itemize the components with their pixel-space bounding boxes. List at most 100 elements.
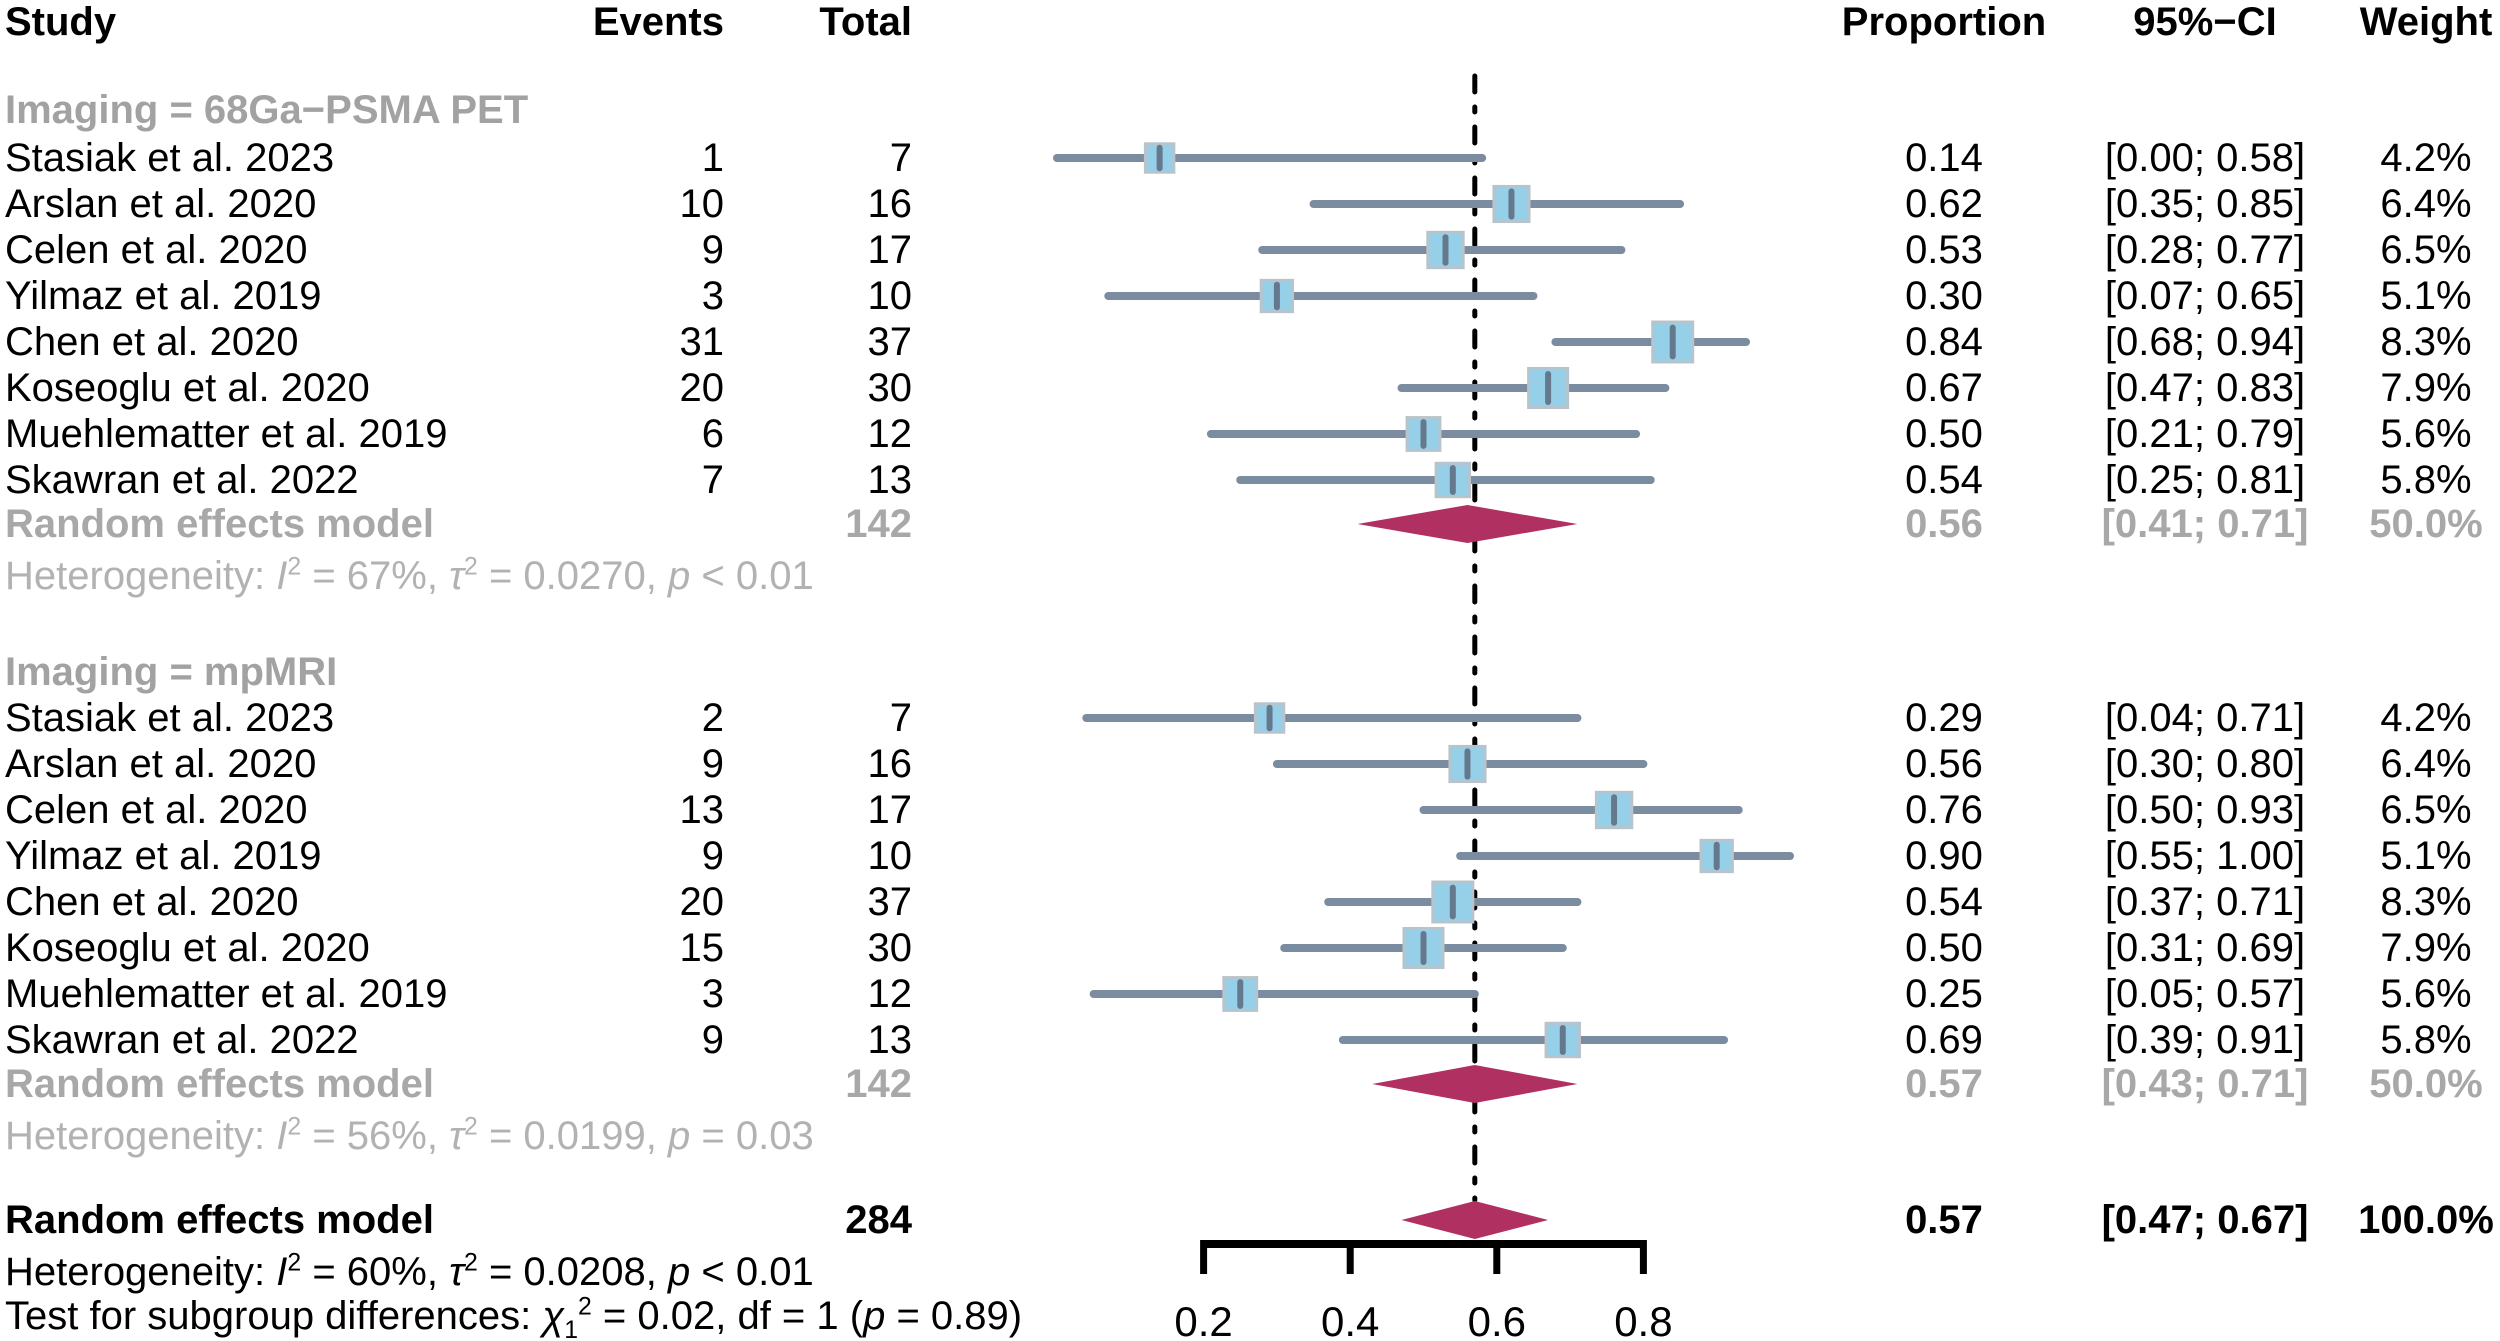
events-value: 7 <box>701 458 724 502</box>
column-header-ci: 95%−CI <box>2133 0 2277 44</box>
proportion-value: 0.90 <box>1905 834 1983 878</box>
summary-proportion: 0.56 <box>1905 502 1983 546</box>
proportion-value: 0.84 <box>1905 320 1983 364</box>
total-value: 16 <box>867 742 913 786</box>
weight-value: 5.6% <box>2380 412 2472 456</box>
column-header-weight: Weight <box>2359 0 2493 44</box>
weight-value: 5.6% <box>2380 972 2472 1016</box>
heterogeneity-note: Heterogeneity: I2 = 67%, τ2 = 0.0270, p … <box>5 553 814 598</box>
study-label: Skawran et al. 2022 <box>5 1018 359 1062</box>
proportion-value: 0.76 <box>1905 788 1983 832</box>
proportion-value: 0.50 <box>1905 926 1983 970</box>
study-label: Yilmaz et al. 2019 <box>5 274 322 318</box>
column-header-study: Study <box>5 0 117 44</box>
summary-total: 142 <box>845 1062 912 1106</box>
column-header-events: Events <box>592 0 724 44</box>
ci-value: [0.31; 0.69] <box>2104 926 2306 970</box>
proportion-value: 0.29 <box>1905 696 1983 740</box>
proportion-value: 0.50 <box>1905 412 1983 456</box>
total-value: 30 <box>867 926 913 970</box>
weight-value: 5.1% <box>2380 834 2472 878</box>
summary-total: 284 <box>845 1198 912 1242</box>
study-label: Yilmaz et al. 2019 <box>5 834 322 878</box>
events-value: 9 <box>701 834 724 878</box>
total-value: 30 <box>867 366 913 410</box>
weight-value: 4.2% <box>2380 696 2472 740</box>
heterogeneity-note: Heterogeneity: I2 = 60%, τ2 = 0.0208, p … <box>5 1249 814 1294</box>
ci-value: [0.28; 0.77] <box>2104 228 2306 272</box>
proportion-value: 0.54 <box>1905 880 1983 924</box>
weight-value: 6.5% <box>2380 228 2472 272</box>
weight-value: 7.9% <box>2380 366 2472 410</box>
summary-diamond <box>1357 505 1578 543</box>
summary-label: Random effects model <box>5 502 434 546</box>
events-value: 1 <box>701 136 724 180</box>
proportion-value: 0.30 <box>1905 274 1983 318</box>
ci-value: [0.05; 0.57] <box>2104 972 2306 1016</box>
ci-value: [0.35; 0.85] <box>2104 182 2306 226</box>
summary-label: Random effects model <box>5 1062 434 1106</box>
axis-tick-label: 0.4 <box>1320 1298 1380 1341</box>
heterogeneity-note: Heterogeneity: I2 = 56%, τ2 = 0.0199, p … <box>5 1113 814 1158</box>
ci-value: [0.39; 0.91] <box>2104 1018 2306 1062</box>
study-label: Muehlematter et al. 2019 <box>5 412 448 456</box>
study-label: Arslan et al. 2020 <box>5 182 317 226</box>
weight-value: 8.3% <box>2380 320 2472 364</box>
total-value: 10 <box>867 834 913 878</box>
weight-value: 4.2% <box>2380 136 2472 180</box>
summary-diamond <box>1401 1201 1549 1239</box>
summary-weight: 50.0% <box>2369 1062 2483 1106</box>
weight-value: 5.8% <box>2380 1018 2472 1062</box>
proportion-value: 0.62 <box>1905 182 1983 226</box>
summary-ci: [0.41; 0.71] <box>2101 502 2309 546</box>
weight-value: 7.9% <box>2380 926 2472 970</box>
study-label: Stasiak et al. 2023 <box>5 136 335 180</box>
ci-value: [0.47; 0.83] <box>2104 366 2306 410</box>
events-value: 13 <box>679 788 725 832</box>
events-value: 20 <box>679 366 725 410</box>
summary-weight: 50.0% <box>2369 502 2483 546</box>
proportion-value: 0.54 <box>1905 458 1983 502</box>
study-label: Muehlematter et al. 2019 <box>5 972 448 1016</box>
weight-value: 6.4% <box>2380 182 2472 226</box>
events-value: 6 <box>701 412 724 456</box>
total-value: 13 <box>867 458 913 502</box>
events-value: 9 <box>701 1018 724 1062</box>
events-value: 3 <box>701 972 724 1016</box>
ci-value: [0.37; 0.71] <box>2104 880 2306 924</box>
proportion-value: 0.14 <box>1905 136 1983 180</box>
weight-value: 6.5% <box>2380 788 2472 832</box>
total-value: 12 <box>867 972 913 1016</box>
events-value: 9 <box>701 742 724 786</box>
events-value: 15 <box>679 926 725 970</box>
axis-tick-label: 0.6 <box>1467 1298 1526 1341</box>
weight-value: 6.4% <box>2380 742 2472 786</box>
subgroup-label: Imaging = mpMRI <box>5 650 338 694</box>
study-label: Chen et al. 2020 <box>5 320 299 364</box>
summary-ci: [0.47; 0.67] <box>2101 1198 2309 1242</box>
ci-value: [0.07; 0.65] <box>2104 274 2306 318</box>
subgroup-test-note: Test for subgroup differences: χ12 = 0.0… <box>5 1293 1023 1341</box>
proportion-value: 0.67 <box>1905 366 1983 410</box>
total-value: 17 <box>867 228 913 272</box>
events-value: 9 <box>701 228 724 272</box>
summary-weight: 100.0% <box>2358 1198 2494 1242</box>
axis-tick-label: 0.2 <box>1174 1298 1233 1341</box>
summary-ci: [0.43; 0.71] <box>2101 1062 2309 1106</box>
summary-diamond <box>1372 1065 1578 1103</box>
subgroup-label: Imaging = 68Ga−PSMA PET <box>5 88 529 132</box>
axis-tick-label: 0.8 <box>1614 1298 1673 1341</box>
total-value: 37 <box>867 880 913 924</box>
total-value: 37 <box>867 320 913 364</box>
proportion-value: 0.56 <box>1905 742 1983 786</box>
weight-value: 8.3% <box>2380 880 2472 924</box>
events-value: 10 <box>679 182 725 226</box>
weight-value: 5.8% <box>2380 458 2472 502</box>
ci-value: [0.00; 0.58] <box>2104 136 2306 180</box>
proportion-value: 0.25 <box>1905 972 1983 1016</box>
summary-total: 142 <box>845 502 912 546</box>
proportion-value: 0.69 <box>1905 1018 1983 1062</box>
proportion-value: 0.53 <box>1905 228 1983 272</box>
summary-proportion: 0.57 <box>1905 1198 1983 1242</box>
